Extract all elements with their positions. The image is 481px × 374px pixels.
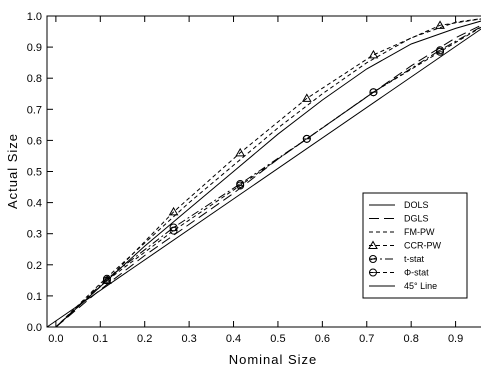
y-tick-label: 0.7 <box>27 104 42 116</box>
legend-box <box>362 192 468 299</box>
y-axis: 0.0 0.1 0.2 0.3 0.4 0.5 0.6 0.7 0.8 0.9 1.0 <box>27 11 53 334</box>
circle-marker-slash <box>237 182 243 186</box>
legend-label: CCR-PW <box>404 241 441 251</box>
y-tick-label: 0.4 <box>27 198 42 210</box>
legend-label: Φ-stat <box>404 268 429 278</box>
series-line <box>55 20 481 328</box>
series-0 <box>55 20 481 328</box>
legend-item: Φ-stat <box>369 268 429 278</box>
legend-item: 45° Line <box>369 281 437 291</box>
triangle-marker <box>168 206 179 216</box>
triangle-marker <box>368 240 378 249</box>
legend-item: FM-PW <box>369 227 435 237</box>
triangle-marker <box>368 49 379 59</box>
series-5 <box>55 26 481 328</box>
legend-item: CCR-PW <box>368 240 441 251</box>
y-tick-label: 0.6 <box>27 135 42 147</box>
y-tick-label: 1.0 <box>27 11 42 23</box>
legend-label: FM-PW <box>404 227 435 237</box>
x-tick-label: 0.8 <box>404 333 419 345</box>
y-tick-label: 0.1 <box>27 291 42 303</box>
x-tick-label: 0.5 <box>270 333 285 345</box>
triangle-marker <box>235 147 246 157</box>
legend: DOLS DGLS FM-PW CCR-PW t-stat Φ-stat 45° Line <box>362 192 468 299</box>
circle-marker-slash <box>104 277 110 281</box>
legend-item: DOLS <box>369 200 429 210</box>
y-tick-label: 0.2 <box>27 260 42 272</box>
triangle-marker <box>301 93 312 102</box>
series-1 <box>55 24 481 328</box>
x-tick-label: 0.4 <box>226 333 241 345</box>
y-tick-label: 0.3 <box>27 229 42 241</box>
legend-item: DGLS <box>369 214 429 224</box>
x-tick-label: 0.6 <box>315 333 330 345</box>
y-tick-label: 0.8 <box>27 73 42 85</box>
series-line <box>55 24 481 328</box>
x-axis-title: Nominal Size <box>229 352 318 367</box>
x-tick-label: 0.2 <box>137 333 152 345</box>
plot-marks <box>46 18 481 328</box>
series-line <box>46 28 481 328</box>
legend-label: DOLS <box>404 200 429 210</box>
x-tick-label: 0.9 <box>448 333 463 345</box>
x-tick-label: 0.1 <box>93 333 108 345</box>
x-axis: 0.00.10.20.30.40.50.60.70.80.91.0 <box>48 16 463 345</box>
legend-label: DGLS <box>404 214 429 224</box>
y-tick-label: 0.0 <box>27 322 42 334</box>
y-axis-title: Actual Size <box>5 133 20 209</box>
legend-label: 45° Line <box>404 281 437 291</box>
x-tick-label: 0.7 <box>359 333 374 345</box>
circle-marker-slash <box>370 257 376 261</box>
y-tick-label: 0.9 <box>27 42 42 54</box>
circle-marker-slash <box>437 48 443 52</box>
series-line <box>55 26 481 328</box>
legend-label: t-stat <box>404 254 425 264</box>
series-line <box>55 18 481 328</box>
x-tick-label: 0.3 <box>181 333 196 345</box>
y-tick-label: 0.5 <box>27 167 42 179</box>
series-6 <box>46 28 481 328</box>
circle-marker <box>369 255 377 263</box>
legend-item: t-stat <box>369 254 425 264</box>
x-tick-label: 0.0 <box>48 333 63 345</box>
series-line <box>55 26 481 328</box>
triangle-marker <box>435 20 445 29</box>
